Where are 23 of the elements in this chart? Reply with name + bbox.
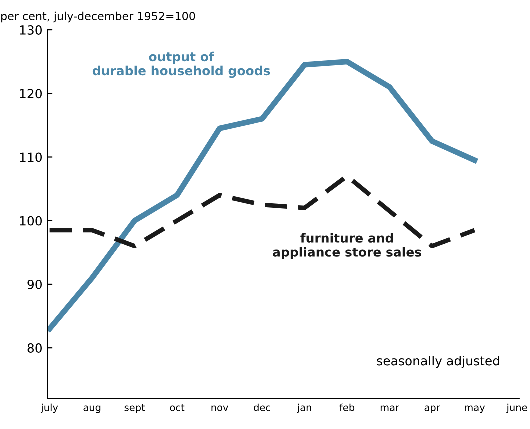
y-tick-label: 130 (20, 26, 42, 35)
series-label: output of durable household goods (92, 52, 270, 78)
x-tick-label: apr (424, 406, 440, 414)
line-series (48, 174, 478, 249)
x-tick-label: feb (340, 404, 355, 412)
x-tick-label: june (506, 404, 528, 414)
x-tick-label: sept (124, 404, 146, 414)
y-tick-label: 110 (20, 152, 42, 162)
y-tick-label: 120 (20, 89, 42, 99)
x-tick-label: may (465, 406, 486, 414)
x-tick-label: jan (297, 404, 312, 414)
x-tick-label: nov (212, 406, 228, 412)
x-tick-label: july (40, 404, 58, 414)
series-label: furniture and appliance store sales (273, 233, 422, 260)
y-tick-label: 100 (20, 216, 42, 226)
y-axis-title: per cent, july-december 1952=100 (2, 12, 196, 23)
x-tick-label: dec (254, 404, 270, 412)
annotation: seasonally adjusted (377, 356, 500, 368)
y-tick-label: 90 (28, 280, 42, 290)
x-tick-label: mar (380, 406, 400, 412)
x-tick-label: oct (170, 404, 185, 412)
y-tick-label: 80 (28, 344, 42, 354)
x-tick-label: aug (84, 406, 101, 414)
